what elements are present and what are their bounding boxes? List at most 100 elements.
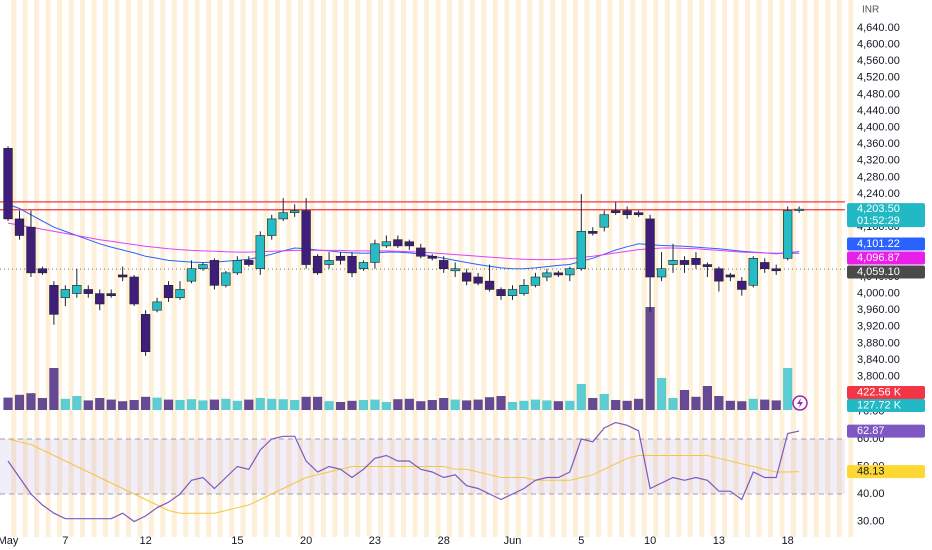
candle-body: [3, 148, 13, 220]
volume-bar: [118, 401, 128, 410]
volume-bar: [645, 307, 655, 410]
session-stripe: [630, 0, 636, 537]
session-stripe: [297, 0, 303, 537]
volume-bar: [290, 400, 300, 410]
y-tick-label: 4,400.00: [857, 122, 900, 134]
session-stripe: [469, 0, 475, 537]
candle-body: [496, 289, 506, 296]
candle-body: [244, 260, 254, 265]
candle-body: [404, 241, 414, 247]
session-stripe: [412, 0, 418, 537]
candle-body: [14, 218, 25, 236]
volume-bar: [129, 400, 139, 410]
candle-body: [519, 284, 529, 294]
volume-bar: [588, 398, 598, 410]
candle-body: [290, 210, 300, 213]
candle-body: [691, 258, 701, 265]
tag-label: 422.56 K: [857, 386, 902, 398]
rsi-tick-label: 40.00: [857, 488, 885, 500]
candle-body: [714, 268, 724, 282]
session-stripe: [687, 0, 693, 537]
volume-bar: [232, 400, 242, 410]
volume-bar: [725, 400, 735, 410]
candle-body: [450, 268, 460, 272]
volume-bar: [530, 399, 541, 410]
volume-bar: [691, 396, 701, 410]
session-stripe: [286, 0, 292, 537]
volume-bar: [60, 398, 70, 410]
session-stripe: [756, 0, 762, 537]
volume-bar: [358, 400, 369, 410]
candle-body: [26, 226, 36, 274]
axis-price-tag: 62.87: [847, 424, 925, 438]
session-stripe: [68, 0, 74, 537]
volume-bar: [301, 396, 311, 410]
tag-label: 4,101.22: [857, 238, 900, 250]
volume-bar: [668, 398, 678, 410]
volume-bar: [439, 398, 449, 410]
volume-bar: [679, 390, 690, 410]
session-stripe: [424, 0, 430, 537]
axis-price-tag: 127.72 K: [847, 398, 925, 412]
y-tick-label: 4,480.00: [857, 88, 900, 100]
candle-body: [656, 268, 667, 278]
candle-body: [461, 272, 472, 282]
session-stripe: [745, 0, 751, 537]
tag-background: [847, 465, 925, 479]
x-tick-label: 7: [62, 535, 68, 547]
candle-body: [439, 260, 449, 269]
tag-countdown: 01:52:29: [857, 215, 900, 227]
candle-body: [72, 284, 82, 294]
candle-body: [760, 262, 770, 269]
session-stripe: [263, 0, 269, 537]
session-stripe: [825, 0, 831, 537]
axis-price-tag: 48.13: [847, 465, 925, 479]
currency-label: INR: [862, 5, 879, 16]
volume-bar: [347, 400, 357, 410]
candle-body: [565, 268, 575, 276]
axis-price-tag: 422.56 K: [847, 385, 925, 399]
volume-bar: [175, 400, 185, 410]
candle-body: [152, 301, 162, 311]
session-stripe: [332, 0, 338, 537]
session-stripe: [595, 0, 601, 537]
volume-bar: [370, 399, 380, 410]
session-stripe: [790, 0, 796, 537]
x-tick-label: 18: [782, 535, 794, 547]
session-stripe: [538, 0, 544, 537]
volume-bar: [507, 402, 518, 410]
session-stripe: [550, 0, 556, 537]
volume-bar: [72, 396, 82, 410]
volume-bar: [209, 399, 219, 410]
volume-bar: [542, 400, 552, 410]
session-stripe: [125, 0, 131, 537]
volume-bar: [450, 399, 460, 410]
candle-body: [633, 212, 644, 216]
session-stripe: [561, 0, 567, 537]
candle-body: [737, 280, 747, 290]
candle-body: [83, 289, 93, 294]
volume-bar: [576, 384, 586, 410]
tag-label: 4,096.87: [857, 252, 900, 264]
candle-body: [530, 276, 541, 286]
candle-body: [599, 214, 609, 228]
tag-label: 62.87: [857, 425, 885, 437]
candle-body: [301, 210, 311, 265]
candle-body: [221, 272, 231, 286]
session-stripe: [699, 0, 705, 537]
volume-bar: [427, 400, 437, 410]
volume-bar: [404, 398, 414, 410]
y-tick-label: 3,840.00: [857, 354, 900, 366]
volume-bar: [416, 401, 426, 410]
rsi-ma-line: [7, 438, 800, 514]
session-stripe: [584, 0, 590, 537]
volume-bar: [473, 399, 483, 410]
volume-bar: [106, 399, 116, 410]
y-tick-label: 4,000.00: [857, 288, 900, 300]
candle-body: [473, 276, 483, 284]
volume-bar: [198, 400, 208, 410]
session-stripe: [401, 0, 407, 537]
candle-body: [725, 274, 736, 278]
volume-bar: [49, 368, 59, 410]
session-stripe: [458, 0, 464, 537]
